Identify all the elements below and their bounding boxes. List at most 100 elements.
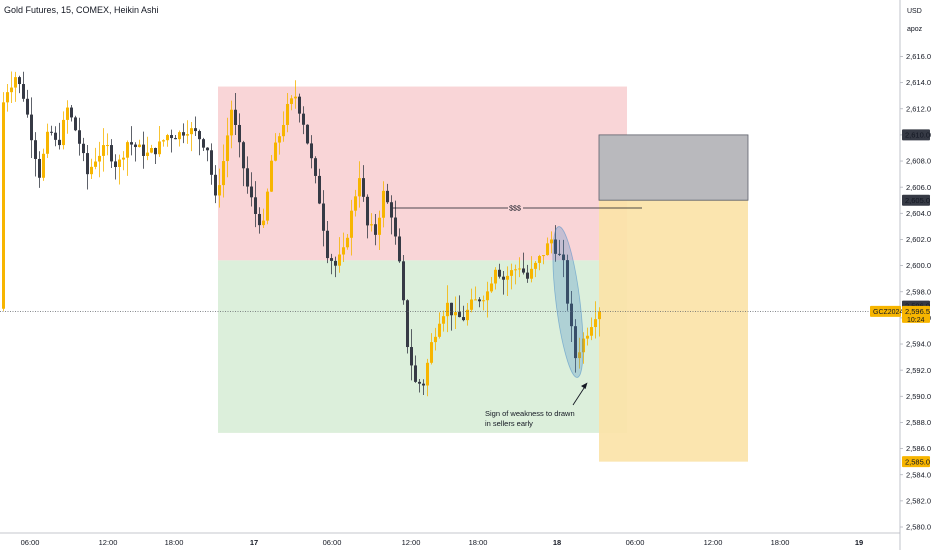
candle <box>182 123 185 144</box>
candle <box>310 135 313 169</box>
candle <box>398 228 401 263</box>
candle <box>566 254 569 311</box>
candle <box>362 165 365 202</box>
candle <box>546 237 549 256</box>
currency-label[interactable]: USD <box>907 8 922 15</box>
candle <box>482 295 485 311</box>
candle <box>138 139 141 148</box>
symbol-label: GCZ2024 <box>873 309 903 316</box>
candle <box>178 130 181 147</box>
candle <box>322 190 325 247</box>
candle <box>26 89 29 118</box>
candle <box>502 270 505 295</box>
x-tick-label: 18 <box>553 538 561 547</box>
candle <box>478 297 481 308</box>
candle <box>254 181 257 228</box>
candle <box>6 84 9 112</box>
candle <box>562 239 565 278</box>
candle <box>158 126 161 157</box>
candle <box>294 80 297 109</box>
x-tick-label: 18:00 <box>771 538 790 547</box>
candle <box>334 256 337 278</box>
green-zone <box>218 260 627 433</box>
gray-zone <box>598 134 749 201</box>
x-axis[interactable]: 06:00 12:00 18:00 17 06:00 12:00 18:00 18 06:00 1… <box>21 538 864 547</box>
candle <box>594 301 597 339</box>
y-tick-label: 2,612.0 <box>906 104 931 113</box>
candle <box>374 214 377 246</box>
candle <box>534 261 537 278</box>
candle <box>270 154 273 193</box>
price-labels: 2,610.02,605.02,596.92,585.0GCZ20242,596… <box>870 129 930 468</box>
candle <box>550 231 553 254</box>
y-tick-label: 2,598.0 <box>906 287 931 296</box>
current-price-value: 2,596.5 <box>905 307 930 316</box>
x-tick-label: 12:00 <box>704 538 723 547</box>
candle <box>458 295 461 318</box>
candle <box>498 263 501 279</box>
candle <box>542 255 545 265</box>
candle <box>366 194 369 239</box>
candle <box>82 137 85 162</box>
candle <box>330 253 333 275</box>
y-tick-label: 2,608.0 <box>906 157 931 166</box>
x-tick-label: 18:00 <box>165 538 184 547</box>
candle <box>222 144 225 198</box>
candle <box>170 129 173 153</box>
candle <box>278 132 281 155</box>
price-badge: 2,585.0 <box>902 456 930 468</box>
candle <box>250 172 253 207</box>
y-tick-label: 2,588.0 <box>906 418 931 427</box>
y-tick-label: 2,614.0 <box>906 78 931 87</box>
candle <box>210 143 213 185</box>
y-tick-label: 2,602.0 <box>906 235 931 244</box>
candle <box>134 142 137 162</box>
candle <box>162 139 165 147</box>
candle <box>578 337 581 369</box>
candle <box>186 120 189 144</box>
candle <box>38 151 41 188</box>
candle <box>166 133 169 147</box>
candle <box>190 121 193 152</box>
candle <box>350 199 353 256</box>
candle <box>230 100 233 149</box>
candle <box>462 305 465 322</box>
candle <box>558 239 561 257</box>
candle <box>518 257 521 278</box>
candle <box>42 148 45 181</box>
candle <box>114 154 117 180</box>
mode-label[interactable]: apoz <box>907 26 923 33</box>
candle <box>226 117 229 178</box>
candle <box>326 220 329 264</box>
candle <box>402 255 405 305</box>
candle <box>110 139 113 168</box>
candle <box>150 144 153 154</box>
candle <box>58 122 61 150</box>
candle <box>238 113 241 158</box>
candle <box>490 277 493 293</box>
x-tick-label: 12:00 <box>99 538 118 547</box>
candle <box>86 145 89 190</box>
chart-title: Gold Futures, 15, COMEX, Heikin Ashi <box>4 5 159 15</box>
candle <box>18 75 21 94</box>
svg-text:2,585.0: 2,585.0 <box>905 457 930 466</box>
candle <box>118 154 121 185</box>
candle <box>90 158 93 179</box>
candle <box>30 97 33 158</box>
candle <box>242 140 245 187</box>
candle <box>94 147 97 170</box>
candle <box>454 296 457 330</box>
candle <box>450 302 453 331</box>
weakness-ellipse <box>552 226 584 378</box>
candle <box>2 92 5 311</box>
y-tick-label: 2,584.0 <box>906 470 931 479</box>
svg-text:2,605.0: 2,605.0 <box>905 196 930 205</box>
candle <box>174 135 177 140</box>
candle <box>510 263 513 290</box>
candle <box>62 111 65 150</box>
candle <box>466 303 469 326</box>
candle <box>54 126 57 147</box>
x-tick-label: 06:00 <box>21 538 40 547</box>
candle <box>406 299 409 354</box>
